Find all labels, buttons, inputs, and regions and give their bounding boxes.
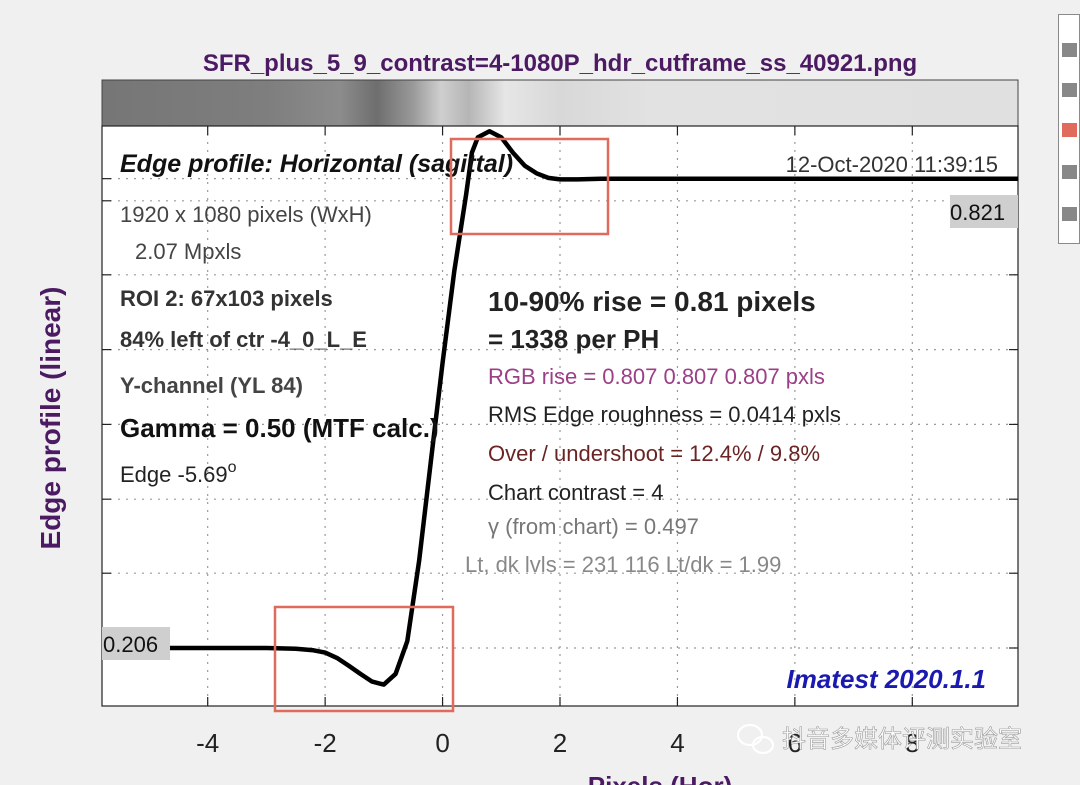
chart-contrast: Chart contrast = 4: [488, 480, 663, 505]
x-tick-label: -4: [196, 728, 219, 758]
y-axis-label: Edge profile (linear): [35, 287, 66, 550]
info-dimensions: 1920 x 1080 pixels (WxH): [120, 202, 372, 227]
x-tick-label: -2: [314, 728, 337, 758]
x-gridlines: [207, 126, 913, 706]
rise-distance: 10-90% rise = 0.81 pixels: [488, 286, 816, 317]
x-tick-labels: -4 -2 0 2 4 6 8: [196, 728, 919, 758]
software-version: Imatest 2020.1.1: [787, 664, 986, 694]
chart-datetime: 12-Oct-2020 11:39:15: [786, 152, 998, 177]
rise-per-ph: = 1338 per PH: [488, 324, 659, 354]
watermark-text: 抖音多媒体评测实验室: [782, 726, 1022, 753]
side-tick: [1062, 207, 1077, 221]
rms-roughness: RMS Edge roughness = 0.0414 pxls: [488, 402, 841, 427]
edge-gradient-strip: [101, 79, 1019, 127]
gamma-from-chart: γ (from chart) = 0.497: [488, 514, 699, 539]
x-tick-label: 2: [553, 728, 567, 758]
high-level-label-bg: [950, 195, 1018, 228]
wechat-icon: [736, 723, 775, 755]
info-roi-position: 84% left of ctr -4_0_L_E: [120, 327, 367, 352]
light-dark-levels: Lt, dk lvls = 231 116 Lt/dk = 1.99: [465, 552, 781, 577]
low-level-label-bg: [102, 627, 170, 660]
info-edge-angle: Edge -5.69o: [120, 459, 237, 487]
info-roi: ROI 2: 67x103 pixels: [120, 286, 333, 311]
undershoot-highlight-box: [273, 605, 455, 713]
x-axis-label: Pixels (Hor): [588, 771, 733, 785]
x-tick-label: 6: [788, 728, 802, 758]
low-level-label: 0.206: [103, 632, 158, 657]
info-megapixels: 2.07 Mpxls: [135, 239, 241, 264]
edge-profile-line: [102, 129, 1018, 687]
watermark: 抖音多媒体评测实验室: [736, 723, 1022, 755]
chart-title: Edge profile: Horizontal (sagittal): [120, 150, 513, 178]
y-gridlines: [102, 178, 1018, 649]
info-channel: Y-channel (YL 84): [120, 373, 303, 398]
side-tick: [1062, 43, 1077, 57]
x-tick-label: 0: [435, 728, 449, 758]
rgb-rise: RGB rise = 0.807 0.807 0.807 pxls: [488, 364, 825, 389]
side-tick: [1062, 83, 1077, 97]
side-tick-highlight: [1062, 123, 1077, 137]
overshoot-highlight-box: [449, 137, 610, 236]
side-colorbar-panel: [1058, 14, 1080, 244]
over-undershoot: Over / undershoot = 12.4% / 9.8%: [488, 441, 820, 466]
high-level-label: 0.821: [950, 200, 1005, 225]
x-tick-label: 4: [670, 728, 684, 758]
side-tick: [1062, 165, 1077, 179]
edge-profile-series: [102, 129, 1018, 687]
info-gamma-mtf: Gamma = 0.50 (MTF calc.): [120, 413, 439, 443]
x-tick-label: 8: [905, 728, 919, 758]
figure-title: SFR_plus_5_9_contrast=4-1080P_hdr_cutfra…: [203, 50, 917, 77]
